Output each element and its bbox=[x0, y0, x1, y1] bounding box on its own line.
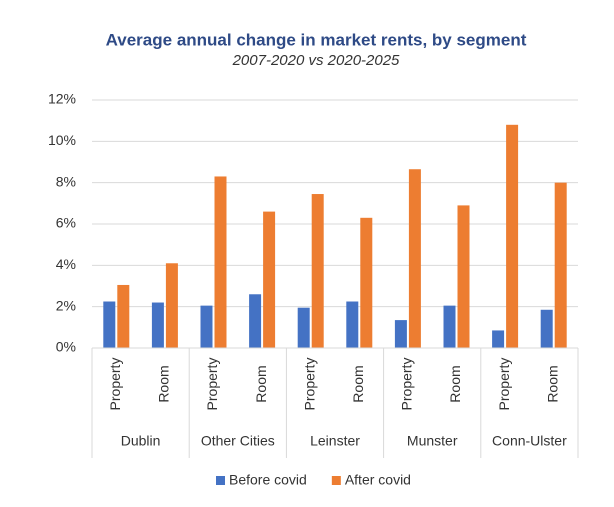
legend-swatch bbox=[331, 476, 341, 485]
bar bbox=[346, 301, 359, 348]
group-label: Leinster bbox=[310, 433, 360, 449]
bar bbox=[394, 320, 407, 348]
group-label: Dublin bbox=[121, 433, 161, 449]
bar bbox=[506, 124, 519, 348]
bar bbox=[103, 301, 116, 348]
bar bbox=[249, 294, 262, 348]
x-tick-label: Property bbox=[399, 358, 415, 411]
group-label: Conn-Ulster bbox=[492, 433, 567, 449]
y-tick-label: 0% bbox=[56, 339, 76, 355]
bar bbox=[457, 205, 470, 348]
bar bbox=[408, 169, 421, 348]
x-tick-label: Room bbox=[156, 365, 172, 402]
y-tick-label: 8% bbox=[56, 173, 76, 189]
y-tick-label: 4% bbox=[56, 256, 76, 272]
bar bbox=[263, 211, 276, 348]
bar bbox=[311, 194, 324, 348]
x-tick-label: Property bbox=[496, 358, 512, 411]
bar bbox=[360, 217, 373, 348]
x-tick-label: Room bbox=[544, 365, 560, 402]
y-tick-label: 2% bbox=[56, 297, 76, 313]
bar bbox=[200, 305, 213, 348]
group-label: Munster bbox=[407, 433, 458, 449]
bar bbox=[214, 176, 227, 348]
y-tick-label: 10% bbox=[48, 132, 76, 148]
bar bbox=[492, 330, 505, 348]
bar bbox=[165, 263, 178, 348]
x-tick-label: Room bbox=[447, 365, 463, 402]
chart-title: Average annual change in market rents, b… bbox=[106, 30, 527, 49]
x-tick-label: Room bbox=[350, 365, 366, 402]
group-label: Other Cities bbox=[201, 433, 275, 449]
x-tick-label: Property bbox=[107, 358, 123, 411]
legend-label: After covid bbox=[345, 472, 411, 488]
y-tick-label: 6% bbox=[56, 215, 76, 231]
chart-subtitle: 2007-2020 vs 2020-2025 bbox=[232, 52, 400, 69]
y-tick-label: 12% bbox=[48, 91, 76, 107]
x-tick-label: Property bbox=[204, 358, 220, 411]
bar bbox=[540, 309, 553, 348]
bar bbox=[554, 182, 567, 348]
bar bbox=[117, 284, 130, 348]
bar bbox=[151, 302, 164, 348]
legend-swatch bbox=[216, 476, 225, 485]
x-tick-label: Property bbox=[301, 358, 317, 411]
x-tick-label: Room bbox=[253, 365, 269, 402]
legend-label: Before covid bbox=[229, 472, 307, 488]
bar bbox=[443, 305, 456, 348]
bar bbox=[297, 307, 310, 348]
